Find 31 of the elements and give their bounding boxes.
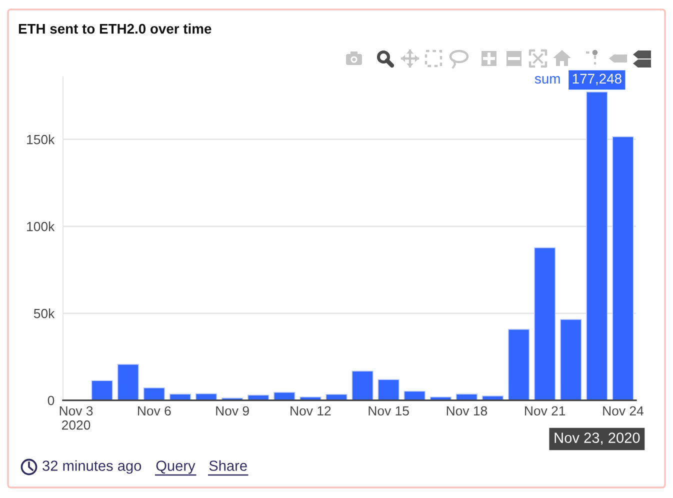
bar [169,394,192,400]
y-tick-label: 50k [34,308,55,318]
text: Share [209,460,247,471]
bar [378,379,400,400]
y-tick-label: 150k [27,134,55,144]
chart-title: ETH sent to ETH2.0 over time [18,24,212,34]
text: 32 minutes ago [42,460,142,474]
data-label: 177,248 [572,74,622,86]
bar [143,387,165,400]
bar [534,247,556,400]
x-tick-label: Nov 6 [138,406,171,416]
x-tick-label: Nov 15 [368,406,409,416]
bar [560,318,582,400]
bar [586,92,608,400]
bar [508,328,530,400]
bar [117,364,139,400]
x-tick-label: Nov 9 [216,406,249,416]
x-tick-label: Nov 18 [446,406,488,416]
text: Query [156,460,196,474]
y-tick-label: 100k [27,222,55,232]
bar [352,370,374,400]
bar [91,380,113,400]
legend-label: sum [534,76,560,84]
x-tick-label: Nov 21 [525,406,566,416]
bar [612,136,634,400]
x-tick-label: Nov 24 [603,406,644,416]
x-tick-label: Nov 3 2020 [60,406,93,430]
x-tick-label: Nov 12 [290,406,331,416]
bar [456,394,478,400]
y-tick-label: 0 [48,396,54,406]
annotation: Nov 23, 2020 [554,432,640,445]
